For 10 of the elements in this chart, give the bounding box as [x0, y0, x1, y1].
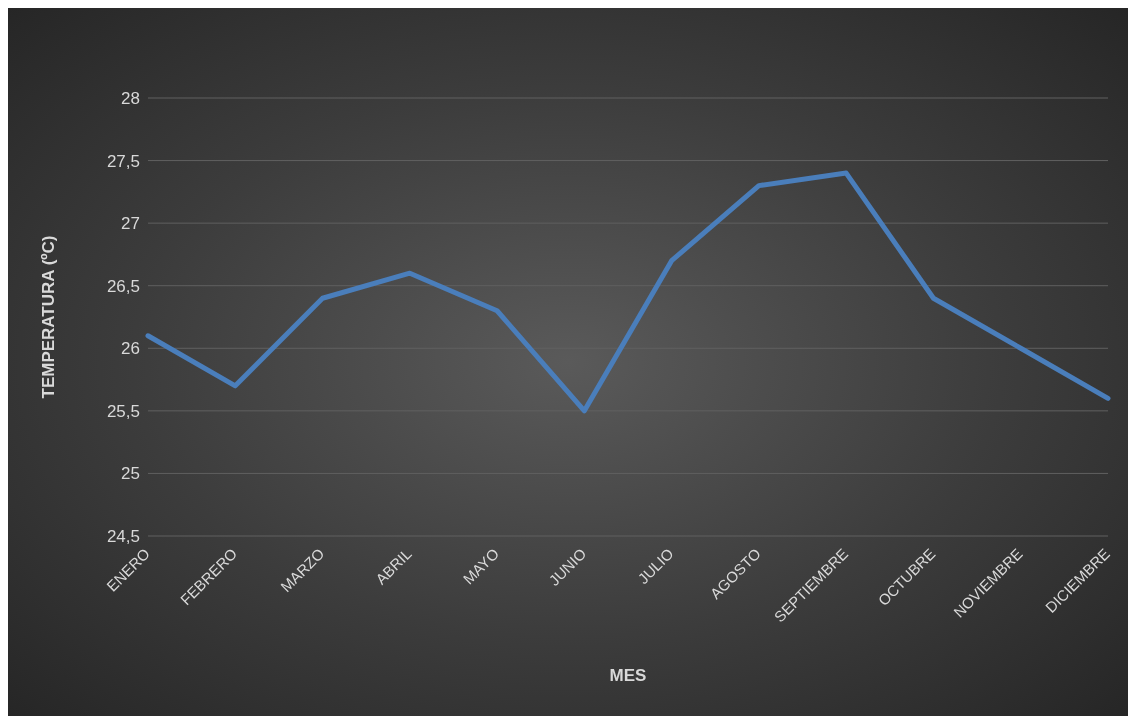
y-tick-label: 28: [121, 89, 140, 109]
y-tick-label: 24,5: [106, 527, 140, 547]
y-tick-label: 26: [121, 339, 140, 359]
y-tick-label: 27: [121, 214, 140, 234]
y-tick-label: 27,5: [106, 151, 140, 171]
y-axis-title: TEMPERATURA (ºC): [39, 235, 59, 399]
x-axis-title: MES: [609, 666, 647, 685]
y-tick-label: 26,5: [106, 276, 140, 296]
y-tick-label: 25,5: [106, 401, 140, 421]
y-tick-label: 25: [121, 464, 140, 484]
